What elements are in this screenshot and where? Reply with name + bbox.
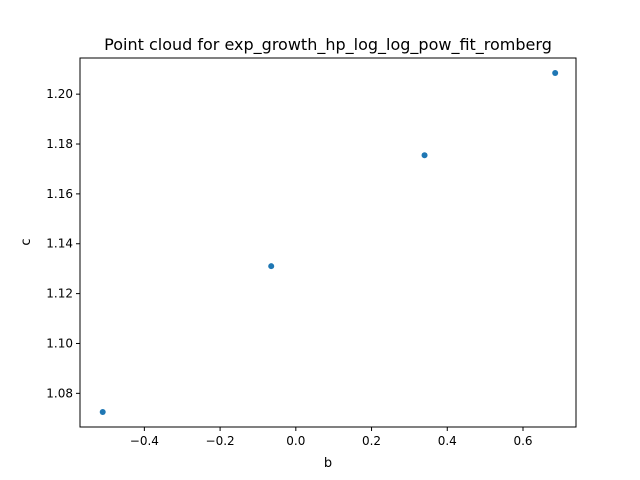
plot-area bbox=[99, 69, 559, 416]
y-tick-label: 1.12 bbox=[46, 287, 73, 301]
x-tick-label: 0.2 bbox=[362, 434, 381, 448]
y-tick-label: 1.08 bbox=[46, 386, 73, 400]
x-tick-label: −0.2 bbox=[206, 434, 235, 448]
chart-title: Point cloud for exp_growth_hp_log_log_po… bbox=[104, 35, 552, 55]
y-axis-label: c bbox=[19, 238, 34, 245]
y-tick-label: 1.18 bbox=[46, 137, 73, 151]
x-tick-label: 0.6 bbox=[513, 434, 532, 448]
plot-frame bbox=[79, 57, 577, 428]
x-tick-label: 0.4 bbox=[438, 434, 457, 448]
y-tick-label: 1.10 bbox=[46, 336, 73, 350]
data-point bbox=[552, 69, 559, 76]
data-point bbox=[421, 152, 428, 159]
data-point bbox=[99, 409, 106, 416]
y-tick-label: 1.20 bbox=[46, 87, 73, 101]
y-tick-label: 1.14 bbox=[46, 237, 73, 251]
x-axis-label: b bbox=[324, 456, 332, 471]
x-tick-label: −0.4 bbox=[130, 434, 159, 448]
data-point bbox=[268, 263, 275, 270]
y-tick-label: 1.16 bbox=[46, 187, 73, 201]
x-tick-label: 0.0 bbox=[286, 434, 305, 448]
